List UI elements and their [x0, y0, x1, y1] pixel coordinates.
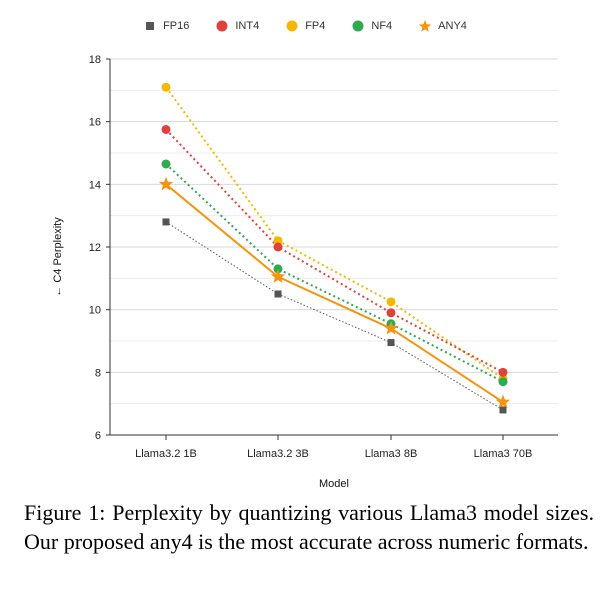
- legend-marker-circle-icon: [216, 20, 228, 32]
- y-tick-label: 18: [89, 54, 101, 66]
- data-point-fp16: [499, 406, 507, 414]
- y-tick-label: 10: [89, 305, 101, 317]
- data-point-any4: [383, 320, 399, 335]
- data-point-any4: [495, 394, 511, 409]
- data-point-fp4: [161, 82, 171, 92]
- legend-marker-circle-icon: [286, 20, 298, 32]
- y-tick-label: 6: [95, 430, 101, 442]
- data-point-int4: [498, 367, 508, 377]
- y-tick-label: 14: [89, 179, 101, 191]
- chart-legend: FP16 INT4 FP4 NF4 ANY4: [0, 19, 610, 33]
- data-point-fp16: [162, 218, 170, 226]
- data-point-int4: [273, 242, 283, 252]
- data-point-int4: [161, 125, 171, 134]
- legend-item-fp4: FP4: [285, 19, 325, 33]
- y-tick-label: 16: [89, 117, 101, 129]
- line-chart: 6 8 10 12 14 16 18 Llama3.2 1B Llama3.2 3B Llama3…: [52, 54, 558, 490]
- series-line-nf4: [165, 163, 504, 383]
- data-point-fp4: [273, 236, 283, 246]
- y-tick-label: 8: [95, 367, 101, 379]
- data-point-int4: [386, 308, 396, 318]
- y-axis-label: ← C4 Perplexity: [52, 217, 64, 297]
- legend-item-any4: ANY4: [418, 19, 467, 33]
- legend-label: FP4: [305, 20, 326, 32]
- legend-label: INT4: [235, 20, 260, 32]
- series-line-any4: [165, 183, 504, 403]
- legend-label: NF4: [371, 20, 393, 32]
- series-line-fp16: [165, 221, 504, 411]
- legend-item-int4: INT4: [215, 19, 259, 33]
- data-point-fp4: [386, 297, 396, 307]
- data-point-fp16: [387, 339, 395, 347]
- legend-marker-star-icon: [418, 20, 432, 32]
- data-point-nf4: [161, 159, 171, 169]
- data-point-nf4: [498, 377, 508, 387]
- legend-label: ANY4: [438, 20, 467, 32]
- x-tick-label: Llama3 70B: [474, 448, 533, 460]
- data-point-any4: [270, 269, 286, 283]
- x-axis-label: Model: [319, 478, 349, 490]
- series-line-fp4: [165, 86, 504, 380]
- legend-label: FP16: [163, 20, 190, 32]
- legend-marker-circle-icon: [352, 20, 364, 32]
- x-tick-label: Llama3.2 1B: [135, 448, 197, 460]
- x-tick-label: Llama3 8B: [365, 448, 418, 460]
- series-line-int4: [165, 128, 504, 374]
- legend-item-nf4: NF4: [351, 19, 392, 33]
- data-point-any4: [158, 176, 174, 191]
- legend-item-fp16: FP16: [143, 19, 189, 33]
- x-tick-label: Llama3.2 3B: [247, 448, 309, 460]
- legend-marker-square-icon: [146, 22, 155, 30]
- data-point-fp16: [274, 290, 282, 298]
- y-tick-label: 12: [89, 242, 101, 254]
- data-point-nf4: [273, 264, 283, 274]
- figure-caption: Figure 1: Perplexity by quantizing vario…: [24, 500, 594, 554]
